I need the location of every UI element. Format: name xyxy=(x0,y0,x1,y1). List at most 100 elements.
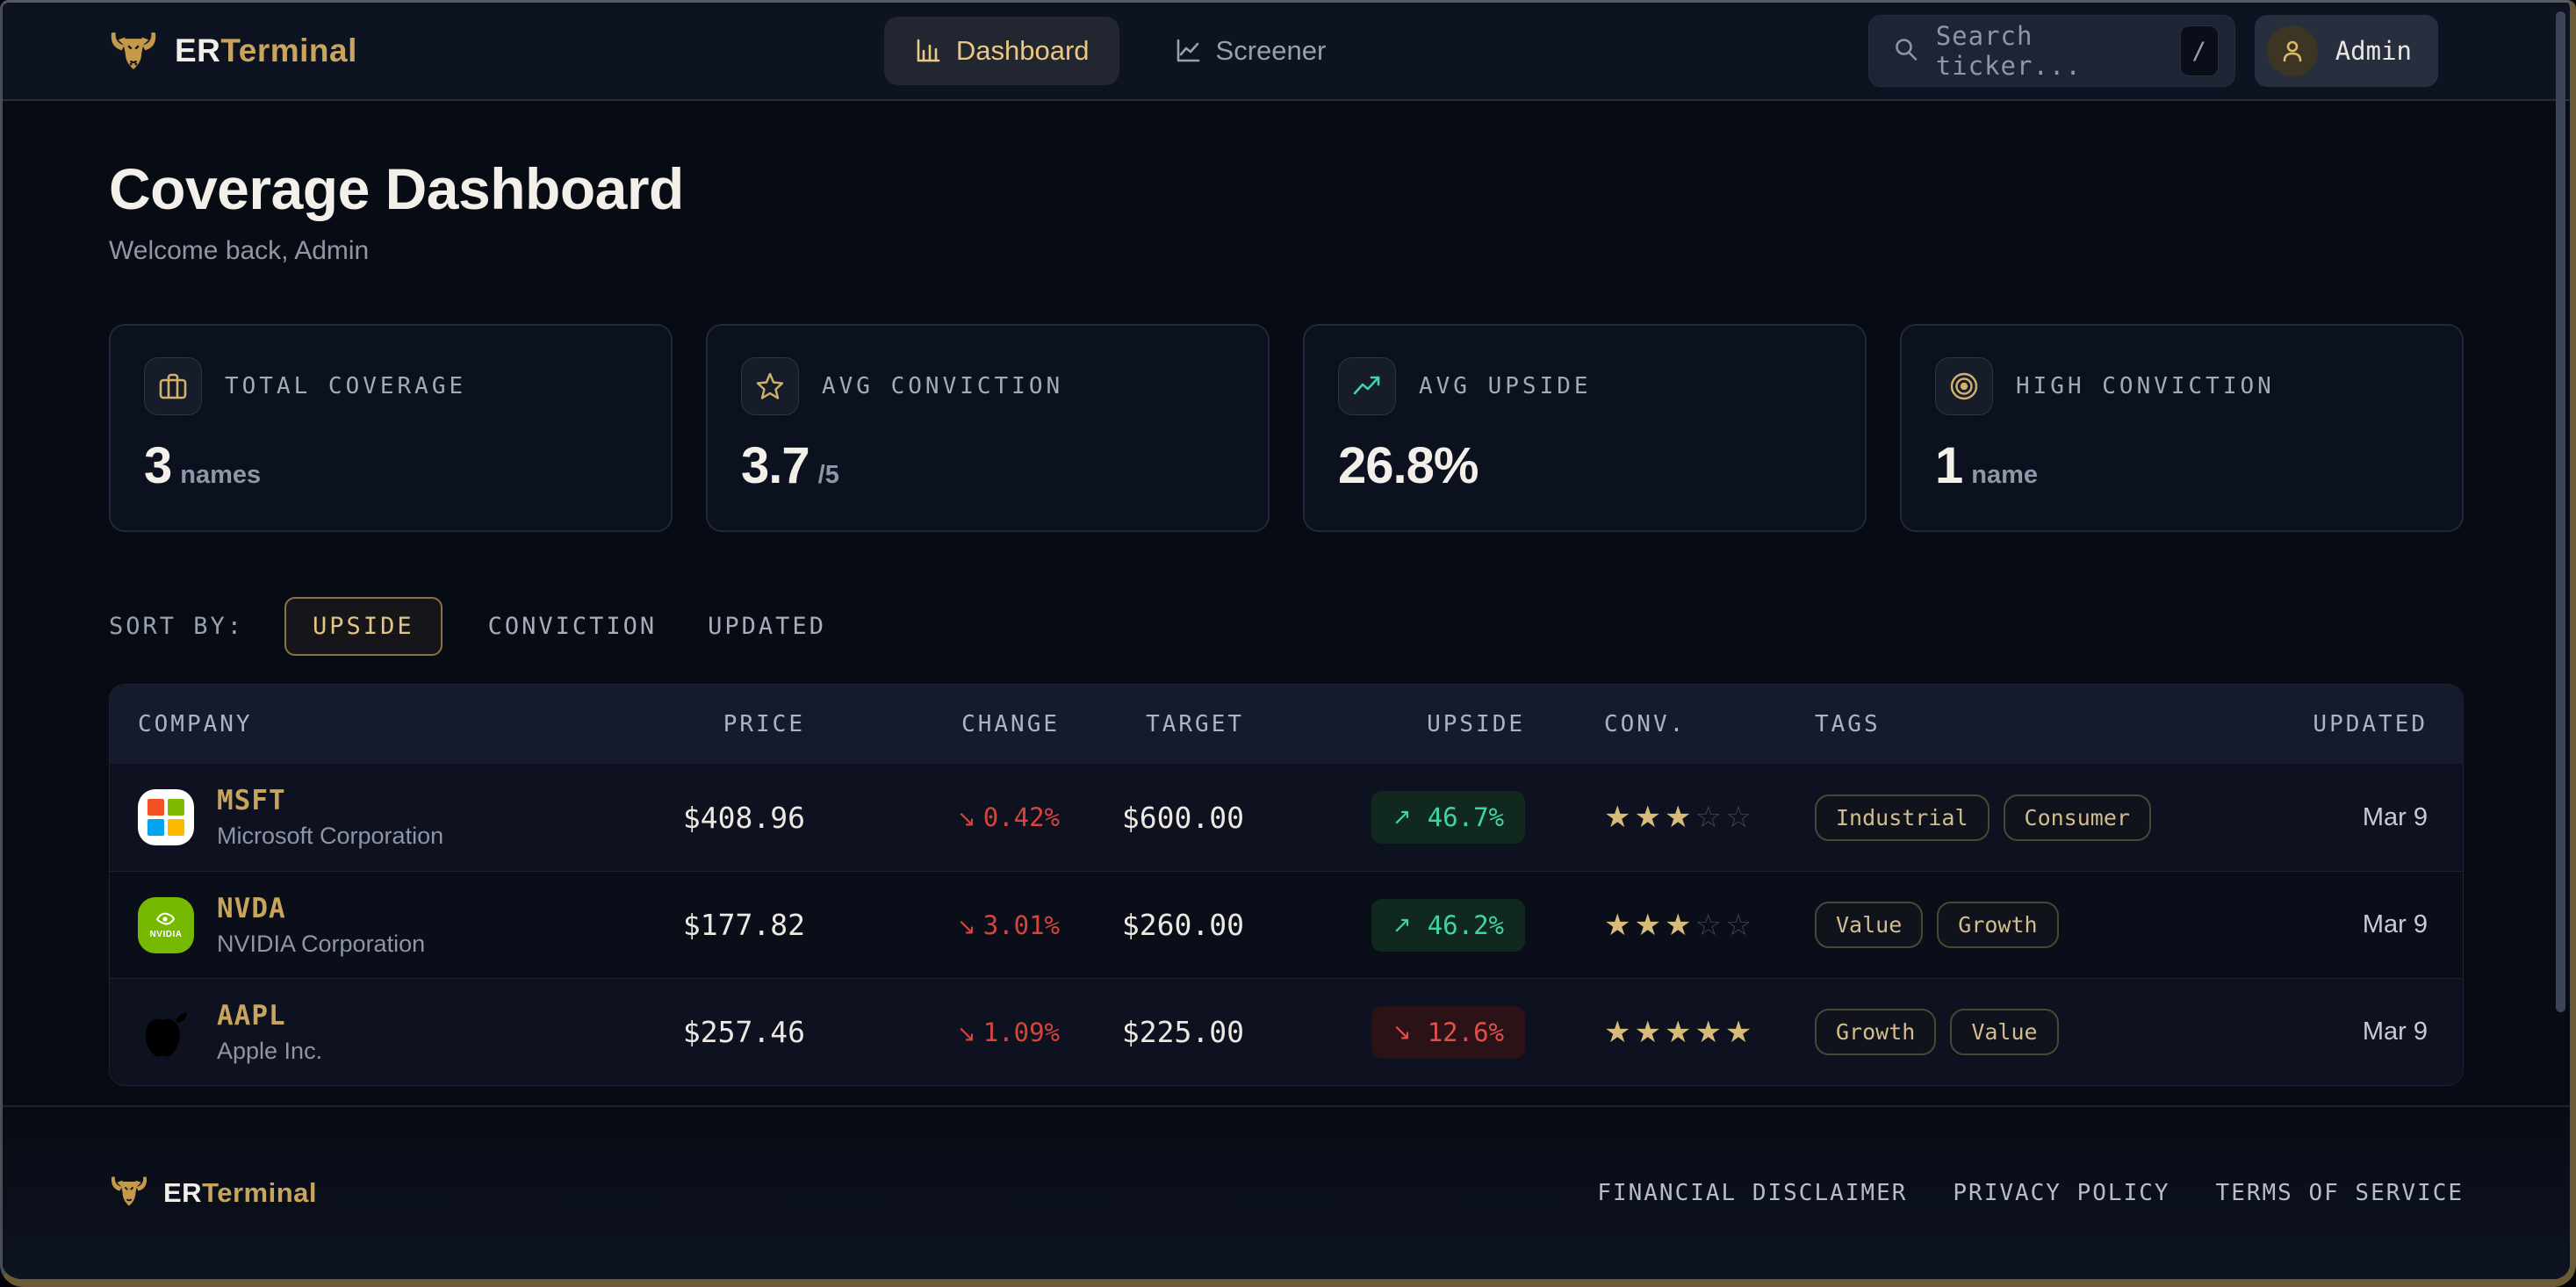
tags-cell: Industrial Consumer xyxy=(1736,794,2175,841)
bull-icon xyxy=(108,25,159,76)
main-content: Coverage Dashboard Welcome back, Admin T… xyxy=(3,101,2570,1105)
col-upside: UPSIDE xyxy=(1427,711,1525,737)
change-cell: ↘ 0.42% xyxy=(956,802,1060,832)
col-updated: UPDATED xyxy=(2313,711,2428,737)
admin-label: Admin xyxy=(2335,36,2412,66)
ticker: MSFT xyxy=(217,785,286,816)
conviction-stars: ★★★★★ xyxy=(1604,1014,1756,1050)
updated-cell: Mar 9 xyxy=(2362,1017,2428,1046)
table-row-msft[interactable]: MSFT Microsoft Corporation $408.96 ↘ 0.42… xyxy=(110,764,2463,871)
link-financial-disclaimer[interactable]: FINANCIAL DISCLAIMER xyxy=(1597,1180,1908,1206)
ticker: NVDA xyxy=(217,892,286,924)
tag-pill: Industrial xyxy=(1815,794,1990,841)
admin-user-button[interactable]: Admin xyxy=(2254,15,2438,87)
table-header: COMPANY PRICE CHANGE TARGET UPSIDE CONV.… xyxy=(110,685,2463,764)
trending-up-icon xyxy=(1338,357,1396,415)
arrow-up-right-icon: ↗ xyxy=(1392,911,1412,938)
upside-badge: ↗ 46.2% xyxy=(1371,898,1525,952)
sort-option-upside[interactable]: UPSIDE xyxy=(284,597,443,656)
star-icon xyxy=(741,357,799,415)
tab-dashboard[interactable]: Dashboard xyxy=(883,17,1119,85)
nvidia-logo: NVIDIA xyxy=(138,896,194,953)
footer-brand: ERTerminal xyxy=(109,1171,317,1216)
change-cell: ↘ 1.09% xyxy=(956,1017,1060,1047)
page-subtitle: Welcome back, Admin xyxy=(109,236,370,265)
link-privacy-policy[interactable]: PRIVACY POLICY xyxy=(1953,1180,2170,1206)
target-cell: $600.00 xyxy=(1121,800,1244,835)
price-cell: $177.82 xyxy=(682,908,805,942)
col-conv: CONV. xyxy=(1604,711,1687,737)
price-cell: $257.46 xyxy=(682,1015,805,1049)
arrow-down-right-icon: ↘ xyxy=(1392,1018,1412,1046)
table-row-nvda[interactable]: NVIDIA NVDA NVIDIA Corporation $177.82 ↘… xyxy=(110,871,2463,978)
stat-suffix: name xyxy=(1971,461,2039,489)
sort-option-updated[interactable]: UPDATED xyxy=(708,613,826,640)
tab-label: Dashboard xyxy=(955,35,1090,66)
brand-name: ERTerminal xyxy=(175,32,357,68)
stat-value: 1 xyxy=(1935,437,1963,494)
upside-cell: ↗ 46.2% xyxy=(1244,898,1525,952)
tag-pill: Growth xyxy=(1815,1009,1937,1055)
target-cell: $225.00 xyxy=(1121,1015,1244,1049)
target-icon xyxy=(1935,357,1993,415)
bar-chart-icon xyxy=(914,37,942,65)
col-tags: TAGS xyxy=(1815,711,1881,737)
search-input[interactable]: Search ticker... / xyxy=(1867,15,2235,87)
footer-links: FINANCIAL DISCLAIMER PRIVACY POLICY TERM… xyxy=(1597,1180,2464,1206)
downside-badge: ↘ 12.6% xyxy=(1371,1005,1525,1059)
tag-pill: Consumer xyxy=(2003,794,2151,841)
table-row-aapl[interactable]: AAPL Apple Inc. $257.46 ↘ 1.09% $225.00 ↘… xyxy=(110,978,2463,1085)
upside-cell: ↘ 12.6% xyxy=(1244,1005,1525,1059)
search-shortcut-key: / xyxy=(2179,25,2219,76)
brand-logo[interactable]: ERTerminal xyxy=(108,25,357,76)
scrollbar-thumb[interactable] xyxy=(2556,11,2565,1012)
company-name: Microsoft Corporation xyxy=(217,823,444,849)
sort-bar: SORT BY: UPSIDE CONVICTION UPDATED xyxy=(109,597,2464,656)
page-footer: ERTerminal FINANCIAL DISCLAIMER PRIVACY … xyxy=(3,1105,2570,1279)
target-cell: $260.00 xyxy=(1121,908,1244,942)
tag-pill: Value xyxy=(1950,1009,2059,1055)
conviction-stars: ★★★☆☆ xyxy=(1604,907,1756,943)
updated-cell: Mar 9 xyxy=(2362,910,2428,938)
vertical-scrollbar xyxy=(2554,8,2568,1272)
col-company: COMPANY xyxy=(138,711,253,737)
main-nav-tabs: Dashboard Screener xyxy=(883,17,1356,85)
ticker: AAPL xyxy=(217,999,286,1032)
stat-label: HIGH CONVICTION xyxy=(2016,373,2275,399)
change-cell: ↘ 3.01% xyxy=(956,910,1060,940)
nvidia-logo-text: NVIDIA xyxy=(149,930,183,939)
tags-cell: Growth Value xyxy=(1736,1009,2175,1055)
col-target: TARGET xyxy=(1146,711,1244,737)
updated-cell: Mar 9 xyxy=(2362,802,2428,831)
stat-value: 3.7 xyxy=(741,437,810,494)
arrow-down-right-icon: ↘ xyxy=(956,913,976,940)
line-chart-icon xyxy=(1174,37,1202,65)
stat-label: AVG UPSIDE xyxy=(1419,373,1592,399)
stat-suffix: names xyxy=(180,461,262,489)
stat-value: 26.8% xyxy=(1338,437,1479,494)
footer-brand-name: ERTerminal xyxy=(163,1177,317,1208)
tab-screener[interactable]: Screener xyxy=(1144,17,1356,85)
stat-card-high-conviction: HIGH CONVICTION 1 name xyxy=(1900,324,2464,532)
search-icon xyxy=(1892,35,1920,67)
stat-label: TOTAL COVERAGE xyxy=(225,373,467,399)
tags-cell: Value Growth xyxy=(1736,902,2175,948)
upside-cell: ↗ 46.7% xyxy=(1244,791,1525,844)
apple-logo xyxy=(138,1004,194,1061)
price-cell: $408.96 xyxy=(682,800,805,835)
sort-option-conviction[interactable]: CONVICTION xyxy=(487,613,658,640)
nav-right-group: Search ticker... / Admin xyxy=(1867,15,2438,87)
search-placeholder: Search ticker... xyxy=(1935,21,2082,81)
bull-icon xyxy=(109,1171,149,1216)
link-terms-of-service[interactable]: TERMS OF SERVICE xyxy=(2215,1180,2464,1206)
page-title: Coverage Dashboard xyxy=(109,156,684,221)
sort-by-label: SORT BY: xyxy=(109,613,245,640)
stat-value: 3 xyxy=(144,437,172,494)
stat-cards: TOTAL COVERAGE 3 names AVG CONVICTION xyxy=(109,324,2464,532)
conviction-stars: ★★★☆☆ xyxy=(1604,800,1756,835)
stat-card-avg-conviction: AVG CONVICTION 3.7 /5 xyxy=(706,324,1270,532)
company-name: NVIDIA Corporation xyxy=(217,930,426,957)
microsoft-logo xyxy=(138,789,194,845)
col-change: CHANGE xyxy=(961,711,1060,737)
